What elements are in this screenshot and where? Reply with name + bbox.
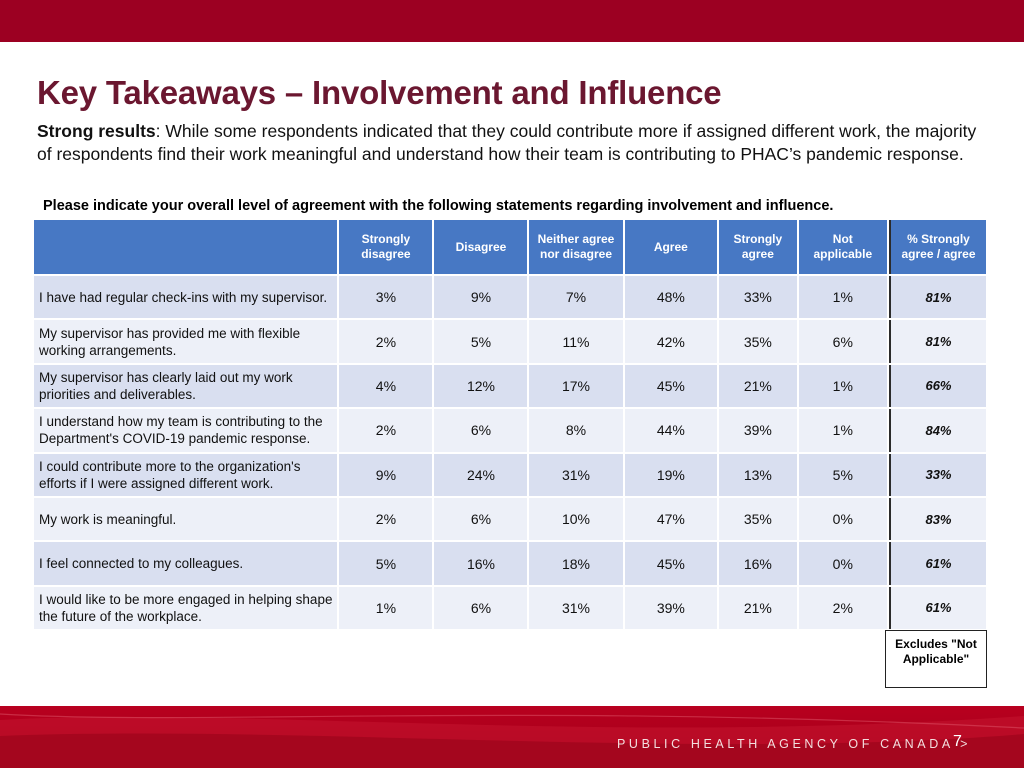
- row-value-cell: 39%: [624, 586, 718, 630]
- row-value-cell: 42%: [624, 320, 718, 363]
- table-row: My supervisor has clearly laid out my wo…: [34, 364, 986, 408]
- header-neither: Neither agree nor disagree: [529, 220, 623, 274]
- row-value-cell: 2%: [339, 409, 433, 452]
- row-value-cell: 0%: [798, 542, 887, 585]
- row-value-cell: 3%: [339, 276, 433, 319]
- footer-band: [0, 706, 1024, 768]
- row-value-cell: 9%: [434, 276, 528, 319]
- row-statement: I could contribute more to the organizat…: [34, 453, 338, 496]
- table-header-row: Strongly disagree Disagree Neither agree…: [34, 220, 986, 274]
- footer-wave-decoration: [0, 713, 1024, 768]
- intro-text: : While some respondents indicated that …: [37, 121, 977, 164]
- row-value-cell: 47%: [624, 497, 718, 541]
- row-value-cell: 1%: [798, 409, 887, 452]
- row-value-cell: 2%: [339, 497, 433, 541]
- table-row: I would like to be more engaged in helpi…: [34, 586, 986, 630]
- exclusion-note: Excludes "Not Applicable": [885, 630, 987, 688]
- slide-title: Key Takeaways – Involvement and Influenc…: [37, 74, 722, 111]
- row-value-cell: 1%: [798, 276, 887, 319]
- survey-question: Please indicate your overall level of ag…: [43, 198, 834, 214]
- row-value-cell: 35%: [719, 320, 797, 363]
- row-value-cell: 5%: [798, 453, 887, 496]
- row-value-cell: 16%: [719, 542, 797, 585]
- row-value-cell: 5%: [339, 542, 433, 585]
- table-row: I have had regular check-ins with my sup…: [34, 276, 986, 319]
- row-value-cell: 17%: [529, 364, 623, 408]
- row-value-cell: 4%: [339, 364, 433, 408]
- intro-paragraph: Strong results: While some respondents i…: [37, 120, 987, 165]
- row-value-cell: 1%: [339, 586, 433, 630]
- row-summary-pct: 84%: [888, 409, 986, 452]
- page-number: 7: [953, 733, 962, 750]
- table-body: I have had regular check-ins with my sup…: [34, 276, 986, 630]
- row-value-cell: 11%: [529, 320, 623, 363]
- row-value-cell: 8%: [529, 409, 623, 452]
- row-value-cell: 2%: [339, 320, 433, 363]
- row-value-cell: 44%: [624, 409, 718, 452]
- row-value-cell: 13%: [719, 453, 797, 496]
- row-value-cell: 24%: [434, 453, 528, 496]
- row-summary-pct: 61%: [888, 586, 986, 630]
- row-value-cell: 31%: [529, 586, 623, 630]
- row-value-cell: 31%: [529, 453, 623, 496]
- row-value-cell: 19%: [624, 453, 718, 496]
- row-statement: I understand how my team is contributing…: [34, 409, 338, 452]
- row-statement: My supervisor has clearly laid out my wo…: [34, 364, 338, 408]
- row-value-cell: 6%: [434, 409, 528, 452]
- row-value-cell: 5%: [434, 320, 528, 363]
- row-statement: My work is meaningful.: [34, 497, 338, 541]
- row-summary-pct: 81%: [888, 320, 986, 363]
- table-row: I could contribute more to the organizat…: [34, 453, 986, 496]
- row-statement: I would like to be more engaged in helpi…: [34, 586, 338, 630]
- row-summary-pct: 81%: [888, 276, 986, 319]
- header-pct-agree: % Strongly agree / agree: [888, 220, 986, 274]
- header-disagree: Disagree: [434, 220, 528, 274]
- row-value-cell: 9%: [339, 453, 433, 496]
- row-value-cell: 10%: [529, 497, 623, 541]
- header-agree: Agree: [624, 220, 718, 274]
- intro-strong: Strong results: [37, 121, 156, 141]
- row-value-cell: 48%: [624, 276, 718, 319]
- row-value-cell: 21%: [719, 586, 797, 630]
- row-value-cell: 16%: [434, 542, 528, 585]
- footer-agency-name: PUBLIC HEALTH AGENCY OF CANADA >: [617, 737, 972, 751]
- row-value-cell: 21%: [719, 364, 797, 408]
- row-value-cell: 18%: [529, 542, 623, 585]
- header-not-applicable: Not applicable: [798, 220, 887, 274]
- row-value-cell: 7%: [529, 276, 623, 319]
- row-value-cell: 2%: [798, 586, 887, 630]
- row-value-cell: 6%: [798, 320, 887, 363]
- header-strongly-disagree: Strongly disagree: [339, 220, 433, 274]
- header-statement: [34, 220, 338, 274]
- row-summary-pct: 61%: [888, 542, 986, 585]
- row-value-cell: 0%: [798, 497, 887, 541]
- row-value-cell: 1%: [798, 364, 887, 408]
- table-row: My work is meaningful. 2% 6% 10% 47% 35% 0% 83%: [34, 497, 986, 541]
- top-brand-band: [0, 0, 1024, 42]
- header-strongly-agree: Strongly agree: [719, 220, 797, 274]
- row-summary-pct: 83%: [888, 497, 986, 541]
- row-value-cell: 39%: [719, 409, 797, 452]
- row-value-cell: 45%: [624, 542, 718, 585]
- results-table: Strongly disagree Disagree Neither agree…: [32, 218, 988, 631]
- table-row: I feel connected to my colleagues. 5% 16% 1…: [34, 542, 986, 585]
- table-row: My supervisor has provided me with flexi…: [34, 320, 986, 363]
- row-statement: I feel connected to my colleagues.: [34, 542, 338, 585]
- row-statement: My supervisor has provided me with flexi…: [34, 320, 338, 363]
- row-value-cell: 12%: [434, 364, 528, 408]
- row-value-cell: 45%: [624, 364, 718, 408]
- row-value-cell: 33%: [719, 276, 797, 319]
- row-value-cell: 6%: [434, 497, 528, 541]
- row-value-cell: 35%: [719, 497, 797, 541]
- table-row: I understand how my team is contributing…: [34, 409, 986, 452]
- row-statement: I have had regular check-ins with my sup…: [34, 276, 338, 319]
- row-value-cell: 6%: [434, 586, 528, 630]
- row-summary-pct: 33%: [888, 453, 986, 496]
- row-summary-pct: 66%: [888, 364, 986, 408]
